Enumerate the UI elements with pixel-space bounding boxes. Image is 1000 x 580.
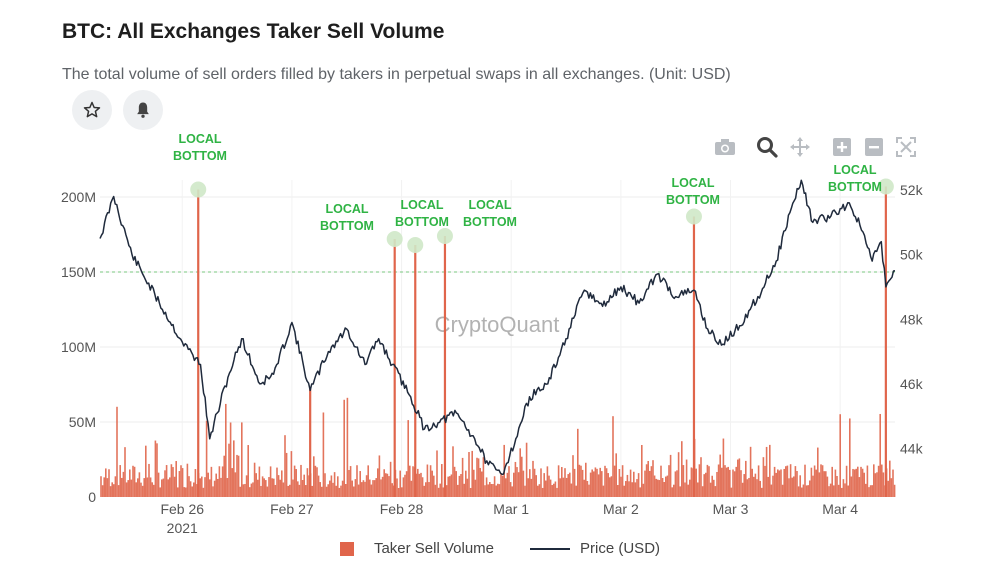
annotation-label: BOTTOM — [173, 149, 227, 163]
annotation-label: LOCAL — [671, 176, 714, 190]
x-tick-label: Mar 2 — [603, 501, 639, 517]
bell-icon — [137, 102, 149, 118]
x-tick-label: Feb 26 — [160, 501, 204, 517]
zoom-in-icon[interactable] — [830, 135, 854, 159]
annotation-marker — [386, 231, 403, 247]
zoom-out-icon[interactable] — [862, 135, 886, 159]
x-tick-label: Feb 27 — [270, 501, 314, 517]
annotation-marker — [407, 237, 424, 253]
y-left-tick-label: 0 — [88, 489, 96, 505]
x-tick-label: Mar 3 — [713, 501, 749, 517]
y-right-tick-label: 50k — [900, 247, 924, 263]
annotation-label: BOTTOM — [320, 219, 374, 233]
y-left-tick-label: 150M — [61, 264, 96, 280]
annotation-marker — [190, 181, 207, 198]
y-right-tick-label: 48k — [900, 311, 924, 327]
y-left-tick-label: 50M — [69, 414, 96, 430]
annotation-label: LOCAL — [178, 132, 221, 146]
legend-volume-swatch — [339, 541, 354, 556]
annotation-label: LOCAL — [400, 198, 443, 212]
y-right-tick-label: 44k — [900, 441, 924, 457]
annotation-label: BOTTOM — [828, 180, 882, 194]
page-title: BTC: All Exchanges Taker Sell Volume — [62, 20, 445, 43]
annotation-marker — [436, 228, 453, 244]
alert-button[interactable] — [123, 90, 163, 130]
annotation-label: BOTTOM — [395, 215, 449, 229]
watermark: CryptoQuant — [435, 312, 560, 337]
star-icon — [83, 101, 101, 118]
page-subtitle: The total volume of sell orders filled b… — [62, 66, 731, 83]
x-tick-label: Mar 1 — [493, 501, 529, 517]
annotation-marker — [877, 178, 894, 195]
annotation-label: LOCAL — [325, 202, 368, 216]
y-right-tick-label: 52k — [900, 182, 924, 198]
y-left-tick-label: 100M — [61, 339, 96, 355]
y-left-tick-label: 200M — [61, 189, 96, 205]
x-tick-year: 2021 — [167, 520, 198, 536]
x-tick-label: Mar 4 — [822, 501, 858, 517]
annotation-marker — [685, 208, 702, 225]
x-tick-label: Feb 28 — [380, 501, 424, 517]
annotation-label: BOTTOM — [666, 193, 720, 207]
annotation-label: BOTTOM — [463, 215, 517, 229]
favorite-button[interactable] — [72, 90, 112, 130]
annotation-label: LOCAL — [468, 198, 511, 212]
autoscale-icon[interactable] — [894, 135, 918, 159]
legend: Taker Sell Volume Price (USD) — [0, 540, 1000, 557]
price-line — [99, 179, 896, 476]
legend-volume-label: Taker Sell Volume — [373, 540, 495, 557]
camera-icon[interactable] — [713, 135, 737, 159]
zoom-icon[interactable] — [755, 135, 779, 159]
legend-price-line — [530, 547, 571, 550]
legend-price-label: Price (USD) — [580, 540, 661, 557]
annotation-label: LOCAL — [833, 163, 876, 177]
y-right-tick-label: 46k — [900, 376, 924, 392]
pan-icon[interactable] — [788, 135, 812, 159]
